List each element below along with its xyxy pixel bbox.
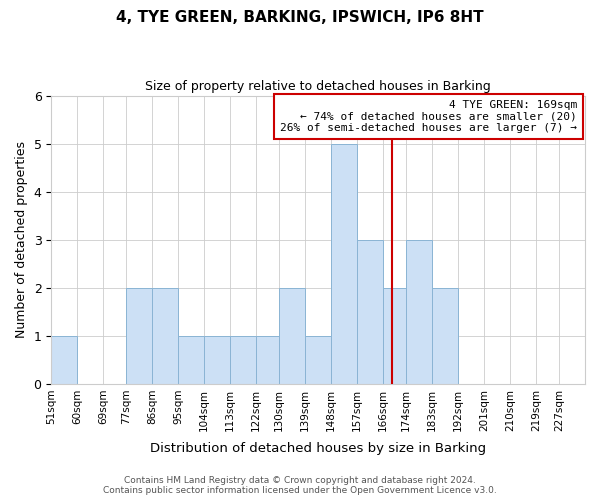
Bar bbox=[432, 288, 458, 384]
Text: 4, TYE GREEN, BARKING, IPSWICH, IP6 8HT: 4, TYE GREEN, BARKING, IPSWICH, IP6 8HT bbox=[116, 10, 484, 25]
Bar bbox=[383, 288, 406, 384]
Bar bbox=[152, 288, 178, 384]
Bar bbox=[331, 144, 357, 384]
Bar bbox=[230, 336, 256, 384]
Bar bbox=[178, 336, 204, 384]
Text: Contains HM Land Registry data © Crown copyright and database right 2024.
Contai: Contains HM Land Registry data © Crown c… bbox=[103, 476, 497, 495]
Bar bbox=[357, 240, 383, 384]
Bar bbox=[256, 336, 279, 384]
Text: 4 TYE GREEN: 169sqm
← 74% of detached houses are smaller (20)
26% of semi-detach: 4 TYE GREEN: 169sqm ← 74% of detached ho… bbox=[280, 100, 577, 133]
Title: Size of property relative to detached houses in Barking: Size of property relative to detached ho… bbox=[145, 80, 491, 93]
Bar bbox=[51, 336, 77, 384]
Bar bbox=[126, 288, 152, 384]
Bar bbox=[279, 288, 305, 384]
Bar bbox=[305, 336, 331, 384]
Bar bbox=[204, 336, 230, 384]
Y-axis label: Number of detached properties: Number of detached properties bbox=[15, 141, 28, 338]
Bar bbox=[406, 240, 432, 384]
X-axis label: Distribution of detached houses by size in Barking: Distribution of detached houses by size … bbox=[150, 442, 486, 455]
